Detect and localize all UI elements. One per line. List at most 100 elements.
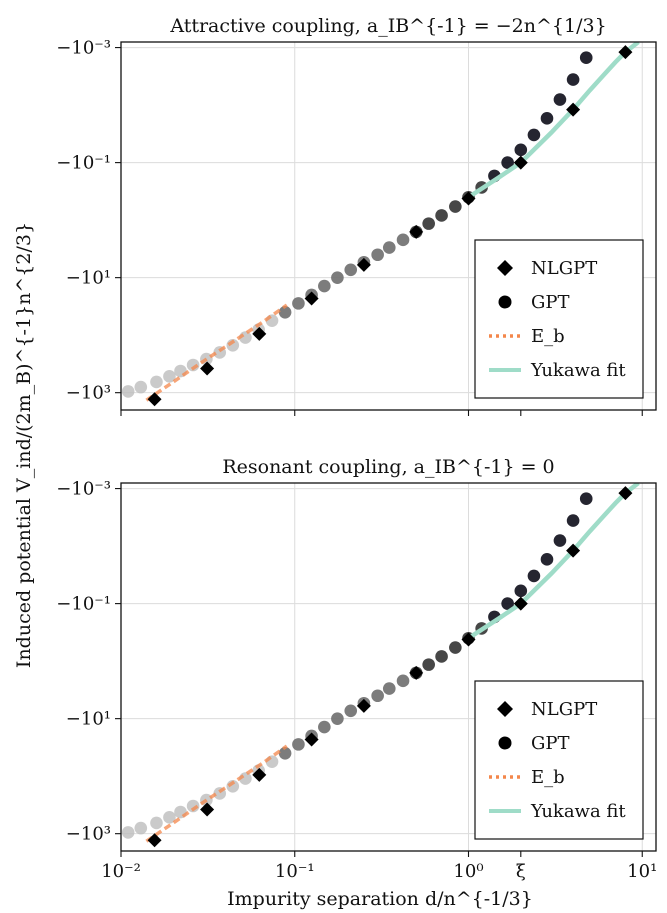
legend-label: GPT bbox=[531, 292, 570, 313]
grid bbox=[120, 42, 656, 410]
eb-line bbox=[145, 744, 288, 843]
y-tick-label: −10¹ bbox=[66, 268, 111, 289]
gpt-point bbox=[163, 811, 176, 824]
gpt-point bbox=[527, 569, 541, 583]
legend-label: Yukawa fit bbox=[530, 360, 626, 381]
gpt-point bbox=[422, 658, 435, 671]
gpt-point bbox=[150, 816, 163, 830]
legend-label: Yukawa fit bbox=[530, 801, 626, 822]
gpt-point bbox=[422, 217, 435, 230]
gpt-point bbox=[566, 514, 580, 527]
nlgpt-point bbox=[147, 833, 162, 848]
y-axis-label: Induced potential V_ind/(2m_B)^{-1}n^{2/… bbox=[13, 222, 35, 668]
y-tick-label: −10⁻¹ bbox=[56, 153, 111, 174]
x-axis-label: Impurity separation d/n^{-1/3} bbox=[227, 888, 533, 910]
x-tick-label: 10¹ bbox=[627, 861, 657, 882]
gpt-point bbox=[344, 263, 358, 277]
gpt-point bbox=[396, 674, 410, 688]
x-tick-label: 10⁰ bbox=[453, 861, 483, 882]
nlgpt-point bbox=[566, 102, 581, 117]
y-tick-label: −10³ bbox=[66, 824, 111, 845]
gpt-point bbox=[514, 584, 528, 598]
gpt-point bbox=[540, 553, 554, 566]
legend: NLGPT GPT E_b Yukawa fit bbox=[474, 680, 644, 840]
legend-label: GPT bbox=[531, 733, 570, 754]
gpt-point bbox=[396, 233, 410, 247]
nlgpt-point bbox=[304, 732, 319, 747]
y-tick-label: −10⁻³ bbox=[56, 38, 111, 59]
gpt-point bbox=[566, 73, 580, 86]
y-tick-label: −10⁻³ bbox=[56, 479, 111, 500]
nlgpt-point bbox=[513, 596, 528, 611]
nlgpt-point bbox=[618, 486, 633, 501]
gpt-point bbox=[553, 534, 567, 547]
top-panel: Attractive coupling, a_IB^{-1} = −2n^{1/… bbox=[56, 15, 657, 416]
x-tick-label: 10⁻² bbox=[101, 861, 141, 882]
nlgpt-point bbox=[200, 361, 215, 376]
legend: NLGPT GPT E_b Yukawa fit bbox=[474, 239, 644, 399]
yukawa-line bbox=[467, 42, 640, 200]
gpt-point bbox=[121, 826, 135, 839]
gpt-point bbox=[449, 200, 462, 213]
axes-frame bbox=[120, 482, 657, 852]
nlgpt-point bbox=[461, 191, 476, 206]
y-tick-label: −10³ bbox=[66, 383, 111, 404]
gpt-point bbox=[134, 380, 148, 394]
gpt-point bbox=[163, 370, 176, 383]
nlgpt-point bbox=[200, 802, 215, 817]
panel-title: Resonant coupling, a_IB^{-1} = 0 bbox=[222, 456, 554, 478]
gpt-point bbox=[553, 93, 567, 106]
gpt-point bbox=[278, 305, 292, 319]
y-tick-label: −10¹ bbox=[66, 709, 111, 730]
panel-title: Attractive coupling, a_IB^{-1} = −2n^{1/… bbox=[169, 15, 606, 37]
legend-label: E_b bbox=[531, 767, 565, 788]
nlgpt-point bbox=[618, 45, 633, 60]
nlgpt-point bbox=[461, 632, 476, 647]
nlgpt-point bbox=[409, 224, 424, 239]
nlgpt-point bbox=[304, 291, 319, 306]
gpt-point bbox=[501, 597, 514, 610]
gpt-point bbox=[292, 738, 305, 751]
gpt-point bbox=[318, 279, 331, 293]
yukawa-line bbox=[467, 483, 640, 641]
legend-label: NLGPT bbox=[531, 258, 597, 279]
legend-label: E_b bbox=[531, 326, 565, 347]
axes-frame bbox=[120, 41, 657, 411]
nlgpt-point bbox=[409, 665, 424, 680]
gpt-point bbox=[514, 143, 528, 157]
legend-marker-nlgpt bbox=[497, 260, 513, 276]
nlgpt-point bbox=[252, 767, 267, 782]
x-tick-label: 10⁻¹ bbox=[275, 861, 315, 882]
gpt-point bbox=[435, 209, 448, 222]
nlgpt-point bbox=[252, 326, 267, 341]
nlgpt-point bbox=[147, 392, 162, 407]
nlgpt-point bbox=[356, 257, 371, 272]
gpt-point bbox=[121, 385, 135, 398]
nlgpt-point bbox=[513, 155, 528, 170]
legend-marker-nlgpt bbox=[497, 701, 513, 717]
gpt-point bbox=[382, 682, 396, 695]
gpt-point bbox=[278, 746, 292, 760]
gpt-point bbox=[331, 712, 344, 725]
gpt-point bbox=[382, 241, 396, 254]
gpt-point bbox=[527, 128, 541, 142]
gpt-point bbox=[344, 704, 358, 718]
gpt-point bbox=[449, 641, 462, 654]
nlgpt-point bbox=[356, 698, 371, 713]
gpt-point bbox=[150, 375, 163, 389]
gpt-point bbox=[331, 271, 344, 284]
gpt-point bbox=[318, 720, 331, 734]
nlgpt-point bbox=[566, 543, 581, 558]
gpt-point bbox=[540, 112, 554, 125]
plot-area bbox=[121, 42, 640, 407]
gpt-point bbox=[501, 156, 514, 169]
eb-line bbox=[145, 303, 288, 402]
gpt-point bbox=[579, 51, 593, 65]
gpt-point bbox=[371, 689, 384, 703]
gpt-point bbox=[292, 297, 305, 310]
legend-marker-gpt bbox=[498, 736, 512, 750]
bottom-panel: Resonant coupling, a_IB^{-1} = 0 −10⁻³ −10… bbox=[56, 456, 657, 882]
x-tick-label: ξ bbox=[516, 861, 526, 882]
legend-label: NLGPT bbox=[531, 699, 597, 720]
